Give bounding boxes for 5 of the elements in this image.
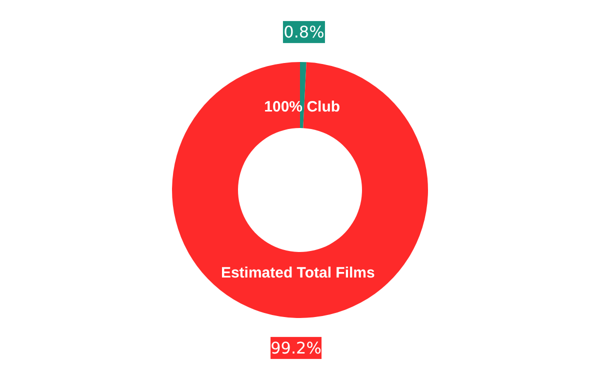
data-label: 99.2% [270,338,322,358]
slice-label: Estimated Total Films [220,264,375,282]
donut-slice [172,62,428,318]
donut-slice [300,62,306,128]
data-label: 0.8% [284,22,324,42]
